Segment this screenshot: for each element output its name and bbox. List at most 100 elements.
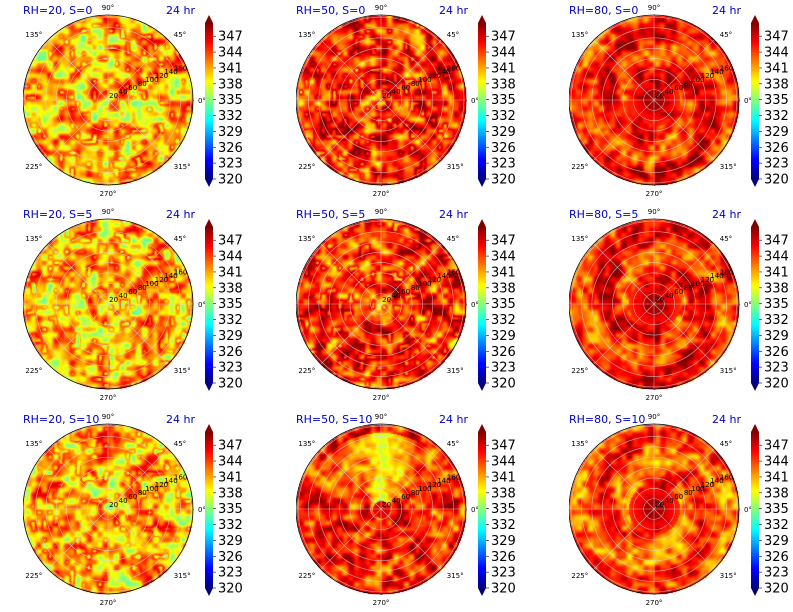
polar-frame bbox=[296, 218, 467, 390]
angular-tick-label: 270° bbox=[646, 394, 663, 402]
panel-time-label: 24 hr bbox=[712, 413, 741, 426]
colorbar-tick-label: 344 bbox=[491, 250, 516, 265]
radial-tick-label: 40 bbox=[119, 292, 128, 300]
radial-tick-label: 20 bbox=[382, 501, 391, 509]
radial-tick-label: 100 bbox=[418, 76, 431, 84]
colorbar-tick-label: 332 bbox=[218, 313, 243, 328]
radial-tick-label: 80 bbox=[411, 80, 420, 88]
colorbar-tick-label: 326 bbox=[218, 141, 243, 156]
radial-tick-label: 100 bbox=[145, 280, 158, 288]
radial-tick-label: 60 bbox=[674, 493, 683, 501]
colorbar bbox=[751, 23, 759, 179]
colorbar-tick-label: 329 bbox=[764, 329, 789, 344]
colorbar-tick-label: 335 bbox=[491, 297, 516, 312]
angular-gridline bbox=[593, 508, 655, 570]
angular-tick-label: 90° bbox=[375, 413, 387, 421]
polar-panel: RH=80, S=0 24 hr 20 40 60 80 100 120 140 160 90° 45… bbox=[568, 0, 793, 204]
colorbar-tick-label: 320 bbox=[218, 377, 243, 392]
radial-tick-label: 40 bbox=[665, 497, 674, 505]
angular-tick-label: 225° bbox=[25, 572, 42, 580]
colorbar-tick-label: 320 bbox=[218, 173, 243, 188]
radial-tick-label: 60 bbox=[401, 493, 410, 501]
radial-tick-label: 140 bbox=[710, 68, 723, 76]
colorbar-tick-label: 338 bbox=[218, 281, 243, 296]
angular-tick-label: 90° bbox=[375, 208, 387, 216]
colorbar-tick-label: 332 bbox=[764, 313, 789, 328]
radial-tick-label: 80 bbox=[411, 489, 420, 497]
colorbar-tick-label: 341 bbox=[764, 470, 789, 485]
panel-time-label: 24 hr bbox=[439, 208, 468, 221]
colorbar-tick-label: 332 bbox=[764, 109, 789, 124]
angular-tick-label: 270° bbox=[373, 599, 390, 607]
radial-tick-label: 160 bbox=[174, 473, 187, 481]
panel-time-label: 24 hr bbox=[166, 208, 195, 221]
angular-tick-label: 225° bbox=[25, 367, 42, 375]
angular-tick-label: 315° bbox=[447, 163, 464, 171]
radial-tick-label: 120 bbox=[155, 276, 168, 284]
colorbar-tick-label: 347 bbox=[218, 439, 243, 454]
colorbar-tick-label: 347 bbox=[218, 30, 243, 45]
radial-tick-label: 160 bbox=[720, 64, 733, 72]
radial-tick-label: 80 bbox=[684, 80, 693, 88]
radial-tick-label: 80 bbox=[138, 80, 147, 88]
colorbar-tick-label: 323 bbox=[764, 361, 789, 376]
radial-tick-label: 140 bbox=[710, 477, 723, 485]
angular-tick-label: 45° bbox=[447, 440, 459, 448]
colorbar-tick-label: 323 bbox=[491, 566, 516, 581]
radial-tick-label: 100 bbox=[691, 76, 704, 84]
angular-tick-label: 0° bbox=[744, 506, 752, 514]
colorbar-tick-label: 335 bbox=[218, 297, 243, 312]
colorbar-tick-label: 338 bbox=[764, 281, 789, 296]
colorbar-extend-min bbox=[205, 383, 213, 391]
angular-tick-label: 45° bbox=[720, 440, 732, 448]
colorbar-tick-label: 320 bbox=[764, 173, 789, 188]
angular-tick-label: 315° bbox=[174, 572, 191, 580]
colorbar-tick-label: 335 bbox=[491, 93, 516, 108]
angular-tick-label: 0° bbox=[198, 97, 206, 105]
colorbar bbox=[205, 432, 213, 588]
colorbar-tick-label: 332 bbox=[218, 518, 243, 533]
radial-tick-label: 160 bbox=[174, 268, 187, 276]
angular-tick-label: 90° bbox=[648, 4, 660, 12]
angular-gridline bbox=[47, 243, 109, 305]
angular-tick-label: 270° bbox=[373, 394, 390, 402]
angular-tick-label: 0° bbox=[744, 301, 752, 309]
colorbar-tick-label: 344 bbox=[218, 250, 243, 265]
colorbar-tick-label: 341 bbox=[218, 265, 243, 280]
colorbar-tick-label: 329 bbox=[218, 534, 243, 549]
angular-gridline bbox=[47, 303, 109, 365]
angular-tick-label: 90° bbox=[102, 208, 114, 216]
colorbar-tick-label: 344 bbox=[764, 46, 789, 61]
radial-tick-label: 100 bbox=[145, 485, 158, 493]
radial-tick-label: 80 bbox=[684, 284, 693, 292]
angular-tick-label: 270° bbox=[100, 394, 117, 402]
colorbar-tick-label: 335 bbox=[764, 93, 789, 108]
colorbar-extend-min bbox=[478, 179, 486, 187]
radial-tick-label: 60 bbox=[401, 288, 410, 296]
radial-tick-label: 20 bbox=[655, 296, 664, 304]
panel-title: RH=50, S=5 bbox=[296, 208, 366, 221]
polar-frame bbox=[296, 14, 467, 186]
polar-panel: RH=50, S=5 24 hr 20 40 60 80 100 120 140 160 90° 45… bbox=[295, 204, 556, 408]
angular-tick-label: 0° bbox=[471, 301, 479, 309]
panel-title: RH=20, S=5 bbox=[23, 208, 93, 221]
radial-tick-label: 160 bbox=[447, 473, 460, 481]
colorbar-tick-label: 335 bbox=[218, 93, 243, 108]
angular-gridline bbox=[593, 99, 655, 161]
polar-frame bbox=[23, 423, 194, 595]
colorbar-tick-label: 344 bbox=[218, 46, 243, 61]
angular-gridline bbox=[47, 508, 109, 570]
colorbar-tick-label: 347 bbox=[764, 234, 789, 249]
colorbar-tick-label: 332 bbox=[491, 109, 516, 124]
radial-tick-label: 80 bbox=[684, 489, 693, 497]
angular-gridline bbox=[107, 448, 169, 510]
radial-tick-label: 140 bbox=[164, 68, 177, 76]
radial-tick-label: 120 bbox=[701, 481, 714, 489]
angular-tick-label: 225° bbox=[298, 572, 315, 580]
angular-gridline bbox=[320, 508, 382, 570]
angular-tick-label: 45° bbox=[174, 440, 186, 448]
